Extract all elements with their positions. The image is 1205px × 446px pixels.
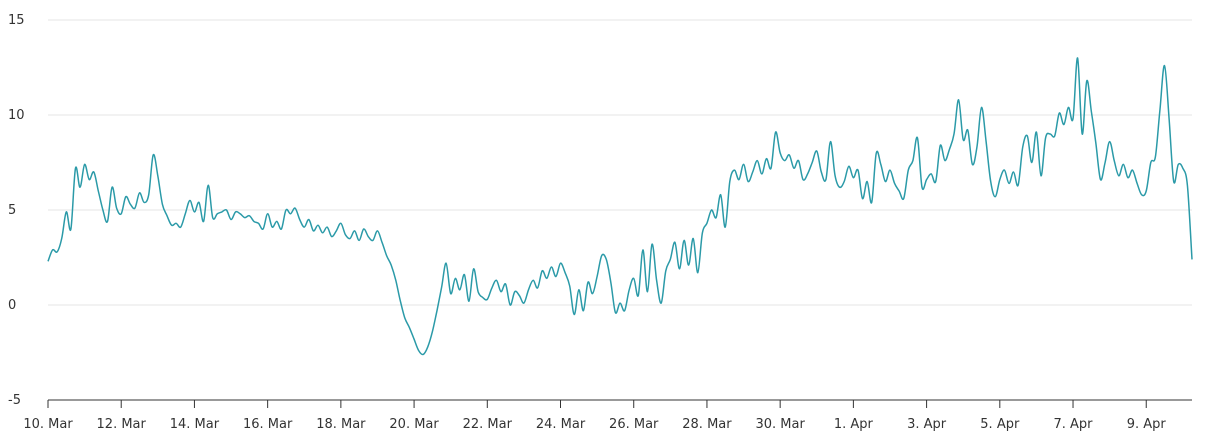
x-tick-label: 14. Mar <box>170 417 220 432</box>
x-axis-ticks <box>47 400 1147 408</box>
x-tick-label: 5. Apr <box>980 417 1020 432</box>
y-axis-labels: -5 0 5 10 15 <box>8 13 25 408</box>
y-tick-label: 5 <box>8 203 16 218</box>
x-tick-label: 26. Mar <box>609 417 659 432</box>
x-tick-label: 18. Mar <box>316 417 366 432</box>
y-tick-label: 10 <box>8 108 25 123</box>
x-tick-label: 12. Mar <box>97 417 147 432</box>
y-tick-label: 15 <box>8 13 25 28</box>
gridlines <box>48 19 1192 306</box>
x-tick-label: 9. Apr <box>1127 417 1167 432</box>
series-layer <box>47 57 1193 356</box>
x-axis-labels: 10. Mar 12. Mar 14. Mar 16. Mar 18. Mar 20. M… <box>23 417 1166 432</box>
x-tick-label: 30. Mar <box>755 417 805 432</box>
x-tick-label: 7. Apr <box>1054 417 1094 432</box>
x-tick-label: 16. Mar <box>243 417 293 432</box>
x-tick-label: 28. Mar <box>682 417 732 432</box>
y-tick-label: -5 <box>8 393 21 408</box>
x-tick-label: 3. Apr <box>907 417 947 432</box>
x-tick-label: 1. Apr <box>834 417 874 432</box>
x-tick-label: 24. Mar <box>536 417 586 432</box>
y-tick-label: 0 <box>8 298 16 313</box>
series-line <box>47 57 1193 356</box>
x-tick-label: 10. Mar <box>23 417 73 432</box>
x-tick-label: 22. Mar <box>463 417 513 432</box>
x-tick-label: 20. Mar <box>389 417 439 432</box>
